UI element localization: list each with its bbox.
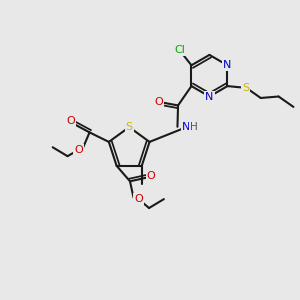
Text: S: S (126, 122, 133, 132)
Text: O: O (134, 194, 143, 204)
Text: S: S (242, 82, 250, 93)
Text: H: H (190, 122, 198, 132)
Text: O: O (146, 171, 155, 181)
Text: N: N (182, 122, 190, 132)
Text: Cl: Cl (175, 45, 186, 55)
Text: N: N (205, 92, 214, 101)
Text: O: O (74, 145, 83, 155)
Text: O: O (66, 116, 75, 126)
Text: O: O (154, 98, 163, 107)
Text: N: N (223, 60, 232, 70)
